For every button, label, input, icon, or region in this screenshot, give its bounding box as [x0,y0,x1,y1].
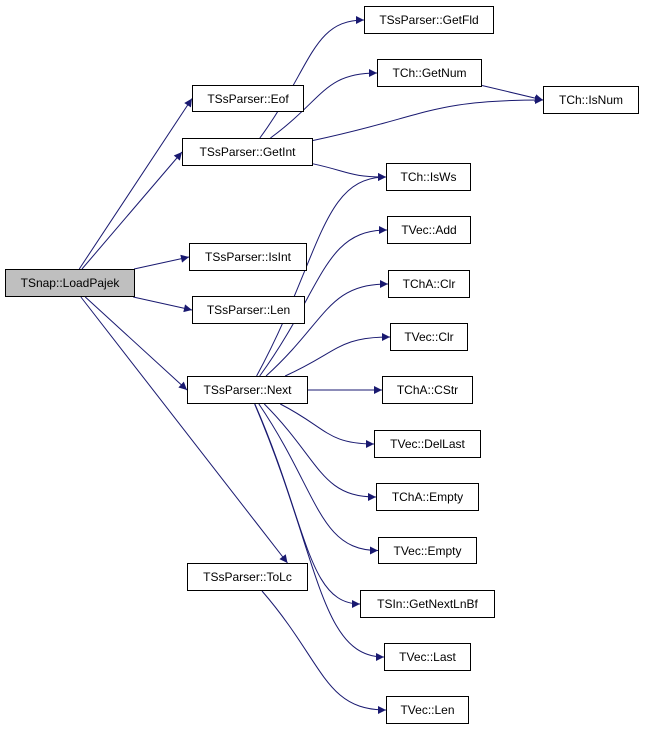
edge-tolc-to-veclen [261,590,387,714]
edge-next-to-vecclr [284,333,391,377]
edge-next-to-chaempty [263,403,377,501]
node-getint[interactable]: TSsParser::GetInt [182,138,313,166]
edge-getint-to-isnum [312,96,544,141]
edge-loadpajek-to-tolc [80,296,288,564]
node-last[interactable]: TVec::Last [384,643,471,671]
edge-next-to-isws [256,173,387,377]
node-next[interactable]: TSsParser::Next [187,376,308,404]
node-getnum[interactable]: TCh::GetNum [377,59,482,87]
node-isws[interactable]: TCh::IsWs [386,163,471,191]
node-add[interactable]: TVec::Add [387,216,471,244]
edge-getint-to-getnum [270,69,378,139]
edge-getint-to-getfld [259,16,365,139]
node-getnextlnbf[interactable]: TSIn::GetNextLnBf [360,590,495,618]
edge-getnum-to-isnum [481,85,544,103]
edge-loadpajek-to-isint [133,254,190,270]
node-veclen[interactable]: TVec::Len [386,696,469,724]
node-vecclr[interactable]: TVec::Clr [390,323,468,351]
node-getfld[interactable]: TSsParser::GetFld [364,6,494,34]
node-tolc[interactable]: TSsParser::ToLc [187,563,308,591]
node-chaclr[interactable]: TChA::Clr [388,270,470,298]
edge-loadpajek-to-len [133,296,193,313]
edge-next-to-getnextlnbf [254,403,361,608]
edge-next-to-vecempty [258,403,379,555]
edge-loadpajek-to-getint [81,151,183,270]
edge-loadpajek-to-eof [78,98,193,270]
node-vecempty[interactable]: TVec::Empty [378,537,477,564]
node-isint[interactable]: TSsParser::IsInt [189,243,307,271]
node-cstr[interactable]: TChA::CStr [382,376,473,404]
node-eof[interactable]: TSsParser::Eof [192,85,304,112]
edge-next-to-dellast [280,403,375,448]
edge-next-to-add [259,226,388,377]
edge-loadpajek-to-next [84,296,188,391]
edge-next-to-last [254,403,385,661]
node-len[interactable]: TSsParser::Len [192,296,305,324]
edge-next-to-chaclr [265,280,389,377]
node-loadpajek[interactable]: TSnap::LoadPajek [5,269,135,297]
node-chaempty[interactable]: TChA::Empty [376,483,479,511]
edge-getint-to-isws [312,163,387,181]
node-dellast[interactable]: TVec::DelLast [374,430,481,458]
node-isnum[interactable]: TCh::IsNum [543,86,639,114]
